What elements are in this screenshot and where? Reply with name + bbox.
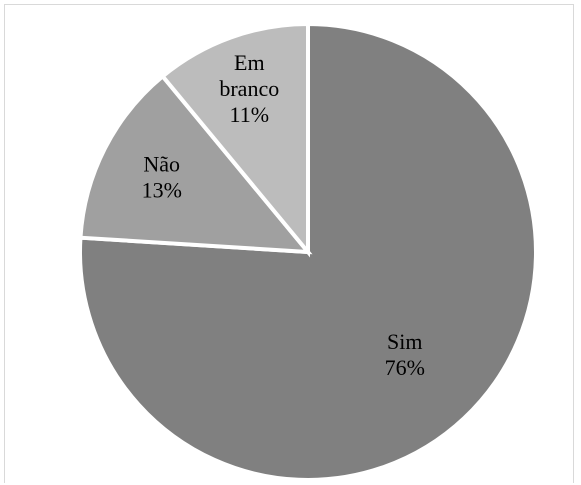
pie-slice-sim	[78, 21, 538, 482]
data-label-category: Em	[234, 50, 265, 75]
data-label-value: 11%	[230, 102, 270, 127]
pie-slice-nao	[78, 73, 313, 255]
data-label-category: Sim	[387, 329, 422, 354]
data-label-category: branco	[219, 76, 279, 101]
pie-slice-em-branco	[159, 21, 310, 258]
data-label-value: 76%	[385, 355, 425, 380]
data-label-category: Não	[143, 151, 180, 176]
data-label-value: 13%	[142, 177, 182, 202]
